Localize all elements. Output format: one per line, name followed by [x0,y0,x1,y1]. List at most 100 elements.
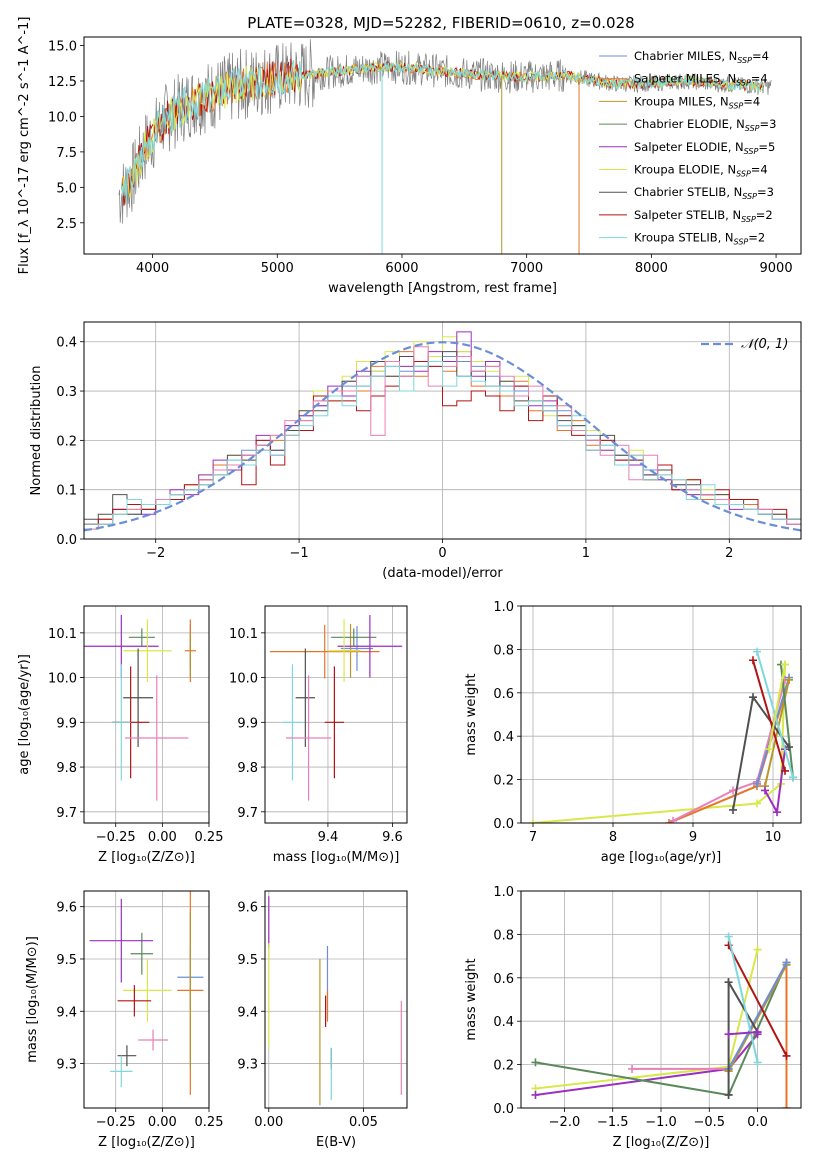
age-vs-mass-frame [264,605,408,824]
mass-vs-Z-frame [83,890,210,1109]
massweight-vs-age-x-axis-label: age [log₁₀(age/yr)] [601,850,722,865]
mass-vs-EBV-axes: 0.00 0.05 9.3 9.4 9.5 9.6 E(B-V) [237,890,408,1150]
y-tick-label: 1.0 [493,885,514,900]
massweight-marker [749,656,757,665]
histogram-series [84,331,801,539]
massweight-marker [529,819,537,823]
residuals-x-axis-label: (data-model)/error [382,566,503,581]
massweight-marker [781,660,789,669]
massweight-marker [785,743,793,752]
massweight-marker [753,647,761,656]
legend-entry: 𝒩(0, 1) [741,337,788,352]
massweight-marker [773,808,781,817]
legend-entry: Chabrier STELIB, NSSP=3 [634,185,774,201]
x-tick-label: 0.05 [349,1115,378,1130]
errorbar-point [117,1045,137,1067]
errorbar-point [117,985,152,1017]
x-tick-label: 9 [689,830,697,845]
x-tick-label: 8 [609,830,617,845]
errorbar-point [89,898,154,983]
y-tick-label: 0.3 [56,385,77,400]
massweight-marker [531,1090,540,1099]
x-tick-label: 7000 [510,261,543,276]
age-vs-mass-x-axis-label: mass [log₁₀(M/M⊙)] [273,850,400,865]
massweight-marker [531,1058,540,1067]
errorbar-point [295,648,316,747]
age-vs-Z-y-axis-label: age [log₁₀(age/yr)] [17,654,32,775]
x-tick-label: 5000 [261,261,294,276]
y-tick-label: 9.3 [237,1058,258,1073]
y-tick-label: 0.4 [493,1015,514,1030]
massweight-line [752,660,786,772]
massweight-marker [753,1058,762,1067]
mass-vs-EBV-x-axis-label: E(B-V) [316,1135,356,1150]
massweight-marker [765,745,773,754]
legend-entry: Chabrier ELODIE, NSSP=3 [634,117,776,133]
y-tick-label: 10.1 [229,627,258,642]
y-tick-label: 0.0 [493,1102,514,1117]
legend-entry: Chabrier MILES, NSSP=4 [634,49,769,65]
x-tick-label: −0.25 [96,1115,136,1130]
spectrum-y-axis-label: Flux [f_λ 10^-17 erg cm^-2 s^-1 A^-1] [17,17,32,275]
y-tick-label: 9.9 [237,716,258,731]
x-tick-label: 2 [725,546,733,561]
x-tick-label: −0.5 [693,1115,725,1130]
y-tick-label: 9.4 [237,1005,258,1020]
x-tick-label: 6000 [385,261,418,276]
legend-entry: Salpeter MILES, NSSP=4 [634,72,768,88]
y-tick-label: 7.5 [56,146,77,161]
errorbar-point [269,624,380,679]
residuals-y-axis-label: Normed distribution [29,366,44,496]
y-tick-label: 9.7 [56,806,77,821]
errorbar-point [125,675,189,801]
spectrum-model-line [120,60,765,204]
y-tick-label: 0.0 [56,533,77,548]
x-tick-label: 0.25 [195,830,224,845]
age-vs-Z-plot-area [84,606,209,823]
gaussian-curve [84,341,801,532]
massweight-marker [761,786,769,795]
massweight-vs-age-frame [520,605,802,824]
x-tick-label: 4000 [136,261,169,276]
spectrum-x-axis-label: wavelength [Angstrom, rest frame] [328,281,557,296]
massweight-marker [753,779,761,788]
x-tick-label: −2.0 [549,1115,581,1130]
massweight-marker [669,816,677,823]
y-tick-label: 0.0 [493,817,514,832]
y-tick-label: 10.0 [48,110,77,125]
y-tick-label: 0.2 [493,1059,514,1074]
spectrum-axes: 4000 5000 6000 7000 8000 9000 2.5 5.0 7.5 10.0 12.… [17,17,802,296]
age-vs-Z-x-axis-label: Z [log₁₀(Z/Z⊙)] [98,850,195,865]
spectrum-plot-area [118,39,772,254]
massweight-vs-Z-frame [520,890,802,1109]
y-tick-label: 9.6 [237,901,258,916]
residuals-axes: −2 −1 0 1 2 0.0 0.1 0.2 0.3 0.4 (data-model)/error… [29,321,802,581]
massweight-line [768,664,786,750]
x-tick-label: 10 [765,830,782,845]
x-tick-label: 0.25 [195,1115,224,1130]
massweight-marker [628,1064,637,1073]
y-tick-label: 10.0 [229,672,258,687]
massweight-marker [782,1104,791,1108]
y-tick-label: 0.6 [493,687,514,702]
errorbar-point [327,619,361,683]
errorbar-point [138,1029,168,1051]
y-tick-label: 0.6 [493,972,514,987]
y-tick-label: 9.5 [56,953,77,968]
errorbar-point [123,648,154,747]
y-tick-label: 9.8 [237,761,258,776]
x-tick-label: 9.4 [318,830,339,845]
mass-vs-Z-y-axis-label: mass [log₁₀(M/M⊙)] [25,936,40,1063]
x-tick-label: 9000 [760,261,793,276]
massweight-marker [753,945,762,954]
y-tick-label: 9.6 [56,901,77,916]
legend-entry: Kroupa ELODIE, NSSP=4 [634,163,768,179]
massweight-marker [753,1028,762,1037]
x-tick-label: −1.5 [597,1115,629,1130]
y-tick-label: 9.4 [56,1005,77,1020]
errorbar-point [324,666,345,779]
massweight-vs-age-plot-area [521,606,801,823]
y-tick-label: 12.5 [48,75,77,90]
y-tick-label: 0.1 [56,484,77,499]
